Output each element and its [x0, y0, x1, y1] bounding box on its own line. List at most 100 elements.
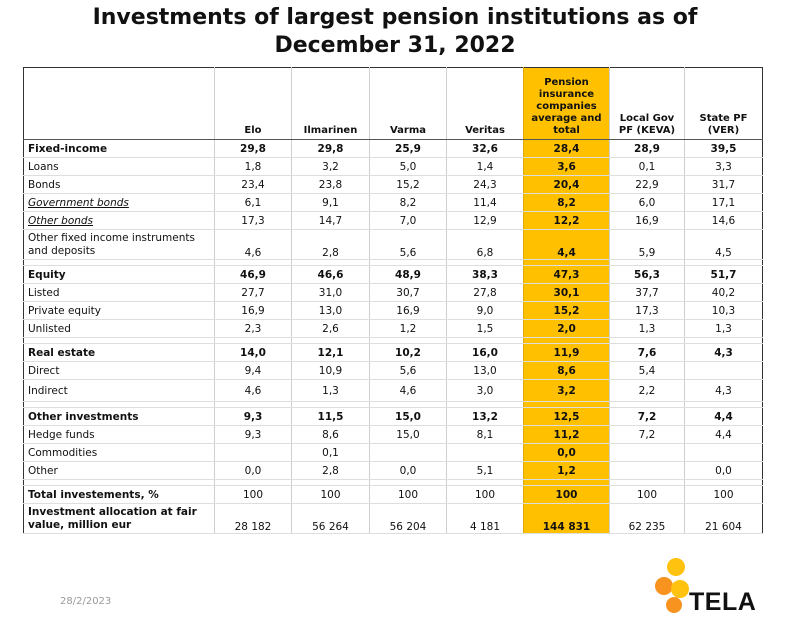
table-cell: 6,8 [446, 229, 524, 260]
table-cell: 32,6 [446, 139, 524, 158]
table-cell: 15,0 [369, 425, 447, 444]
header-elo: Elo [214, 67, 292, 140]
row-label: Total investements, % [23, 485, 215, 504]
table-cell: 9,3 [214, 407, 292, 426]
table-cell: 11,4 [446, 193, 524, 212]
table-cell: 100 [609, 485, 685, 504]
table-cell: 29,8 [214, 139, 292, 158]
table-row: Commodities 0,1 0,0 [23, 443, 763, 462]
spacer-row [23, 259, 763, 266]
table-cell: 3,0 [446, 379, 524, 402]
row-label: Other investments [23, 407, 215, 426]
table-cell [369, 443, 447, 462]
table-cell: 56 204 [369, 503, 447, 534]
table-row: Other 0,0 2,8 0,0 5,1 1,2 0,0 [23, 461, 763, 480]
table-cell: 14,6 [684, 211, 763, 230]
table-cell: 11,2 [523, 425, 610, 444]
table-cell: 4,4 [684, 407, 763, 426]
table-cell: 4,6 [214, 229, 292, 260]
table-cell: 5,1 [446, 461, 524, 480]
table-cell: 1,8 [214, 157, 292, 176]
row-label: Fixed-income [23, 139, 215, 158]
table-row: Bonds 23,4 23,8 15,2 24,3 20,4 22,9 31,7 [23, 175, 763, 194]
table-row: Fixed-income 29,8 29,8 25,9 32,6 28,4 28,9 39,5 [23, 139, 763, 158]
table-row: Investment allocation at fair value, mil… [23, 503, 763, 534]
table-cell: 25,9 [369, 139, 447, 158]
header-ver: State PF (VER) [684, 67, 763, 140]
row-label: Other fixed income instruments and depos… [23, 229, 215, 260]
investments-table: Elo Ilmarinen Varma Veritas Pension insu… [23, 67, 763, 534]
table-cell: 2,8 [291, 229, 370, 260]
table-cell: 23,8 [291, 175, 370, 194]
row-label: Real estate [23, 343, 215, 362]
table-cell: 38,3 [446, 265, 524, 284]
table-cell: 56,3 [609, 265, 685, 284]
table-cell: 5,0 [369, 157, 447, 176]
table-cell: 144 831 [523, 503, 610, 534]
table-cell: 6,0 [609, 193, 685, 212]
table-cell: 7,2 [609, 407, 685, 426]
table-cell: 100 [369, 485, 447, 504]
tela-logo-icon [655, 558, 689, 613]
table-cell: 0,1 [291, 443, 370, 462]
table-cell: 12,5 [523, 407, 610, 426]
table-cell [684, 337, 763, 344]
table-cell: 5,9 [609, 229, 685, 260]
table-row: Direct 9,4 10,9 5,6 13,0 8,6 5,4 [23, 361, 763, 380]
table-cell [214, 259, 292, 266]
table-cell: 27,8 [446, 283, 524, 302]
table-cell: 4,6 [369, 379, 447, 402]
table-cell: 13,2 [446, 407, 524, 426]
table-cell [214, 337, 292, 344]
table-cell: 4,6 [214, 379, 292, 402]
table-cell: 56 264 [291, 503, 370, 534]
table-cell: 15,2 [523, 301, 610, 320]
table-cell: 1,2 [523, 461, 610, 480]
table-cell: 51,7 [684, 265, 763, 284]
table-cell: 8,6 [291, 425, 370, 444]
table-cell: 0,0 [214, 461, 292, 480]
table-cell: 1,2 [369, 319, 447, 338]
table-cell: 3,6 [523, 157, 610, 176]
table-cell: 31,7 [684, 175, 763, 194]
table-cell [609, 337, 685, 344]
logo-dot-top [667, 558, 685, 576]
table-cell: 2,8 [291, 461, 370, 480]
table-cell: 7,6 [609, 343, 685, 362]
table-cell: 2,6 [291, 319, 370, 338]
table-row: Listed 27,7 31,0 30,7 27,8 30,1 37,7 40,2 [23, 283, 763, 302]
table-cell: 17,1 [684, 193, 763, 212]
row-label: Other bonds [23, 211, 215, 230]
row-label: Listed [23, 283, 215, 302]
table-cell [291, 337, 370, 344]
table-row: Other investments 9,3 11,5 15,0 13,2 12,5 7,2 4… [23, 407, 763, 426]
table-cell: 17,3 [609, 301, 685, 320]
table-row: Loans 1,8 3,2 5,0 1,4 3,6 0,1 3,3 [23, 157, 763, 176]
table-row: Other bonds 17,3 14,7 7,0 12,9 12,2 16,9 14,6 [23, 211, 763, 230]
table-cell: 0,0 [684, 461, 763, 480]
table-cell: 17,3 [214, 211, 292, 230]
table-cell: 1,5 [446, 319, 524, 338]
table-cell: 30,1 [523, 283, 610, 302]
table-cell: 27,7 [214, 283, 292, 302]
header-ilmarinen: Ilmarinen [291, 67, 370, 140]
table-cell: 100 [684, 485, 763, 504]
table-cell: 2,2 [609, 379, 685, 402]
header-veritas: Veritas [446, 67, 524, 140]
table-row: Real estate 14,0 12,1 10,2 16,0 11,9 7,6 4,3 [23, 343, 763, 362]
table-cell [369, 337, 447, 344]
table-cell [523, 401, 610, 408]
table-cell: 100 [446, 485, 524, 504]
table-cell: 21 604 [684, 503, 763, 534]
table-cell [214, 401, 292, 408]
table-cell: 100 [214, 485, 292, 504]
table-cell [523, 259, 610, 266]
header-varma: Varma [369, 67, 447, 140]
table-cell: 23,4 [214, 175, 292, 194]
table-cell: 30,7 [369, 283, 447, 302]
table-row: Unlisted 2,3 2,6 1,2 1,5 2,0 1,3 1,3 [23, 319, 763, 338]
table-cell [684, 443, 763, 462]
table-row: Other fixed income instruments and depos… [23, 229, 763, 260]
table-cell: 3,2 [291, 157, 370, 176]
header-label-column [23, 67, 215, 140]
